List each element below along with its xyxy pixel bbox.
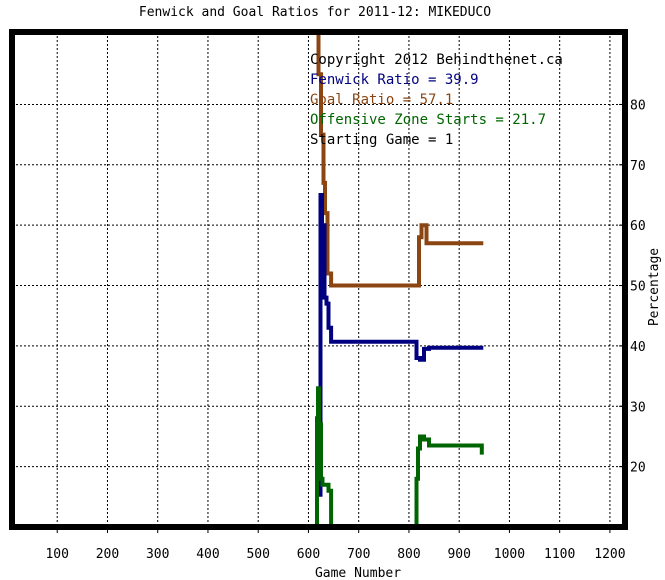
x-tick-label: 1200: [594, 547, 625, 562]
annotation-layer: Copyright 2012 Behindthenet.ca Fenwick Ra…: [310, 52, 563, 148]
y-tick-label: 70: [630, 159, 646, 174]
series-layer: [315, 32, 484, 527]
x-axis-label: Game Number: [315, 566, 401, 580]
y-tick-label: 30: [630, 400, 646, 415]
y-tick-label: 80: [630, 98, 646, 113]
chart-annotation: Starting Game = 1: [310, 132, 453, 148]
series-line: [316, 32, 484, 288]
x-tick-label: 600: [297, 547, 320, 562]
x-tick-label: 200: [96, 547, 119, 562]
x-tick-labels: 100 200 300 400 500 600 700 800 900 1000 1100 1200: [45, 547, 625, 562]
chart-annotation: Fenwick Ratio = 39.9: [310, 72, 479, 88]
x-tick-label: 300: [146, 547, 169, 562]
y-tick-label: 50: [630, 280, 646, 295]
x-tick-label: 1100: [544, 547, 575, 562]
chart-title: Fenwick and Goal Ratios for 2011-12: MIK…: [139, 5, 491, 20]
y-tick-label: 20: [630, 461, 646, 476]
y-tick-label: 40: [630, 340, 646, 355]
plot-frame: [9, 29, 628, 530]
y-tick-labels: 20 30 40 50 60 70 80: [630, 98, 646, 475]
x-tick-label: 700: [347, 547, 370, 562]
series-line: [315, 386, 334, 527]
x-tick-label: 500: [246, 547, 269, 562]
x-tick-label: 400: [196, 547, 219, 562]
y-axis-label: Percentage: [647, 248, 662, 326]
y-tick-label: 60: [630, 219, 646, 234]
series-line: [318, 193, 484, 497]
chart-annotation: Goal Ratio = 57.1: [310, 92, 453, 108]
x-tick-label: 1000: [494, 547, 525, 562]
chart-annotation: Offensive Zone Starts = 21.7: [310, 112, 546, 128]
chart-annotation: Copyright 2012 Behindthenet.ca: [310, 52, 563, 68]
x-tick-label: 100: [45, 547, 68, 562]
x-tick-label: 800: [397, 547, 420, 562]
series-line: [414, 434, 484, 527]
x-tick-label: 900: [447, 547, 470, 562]
